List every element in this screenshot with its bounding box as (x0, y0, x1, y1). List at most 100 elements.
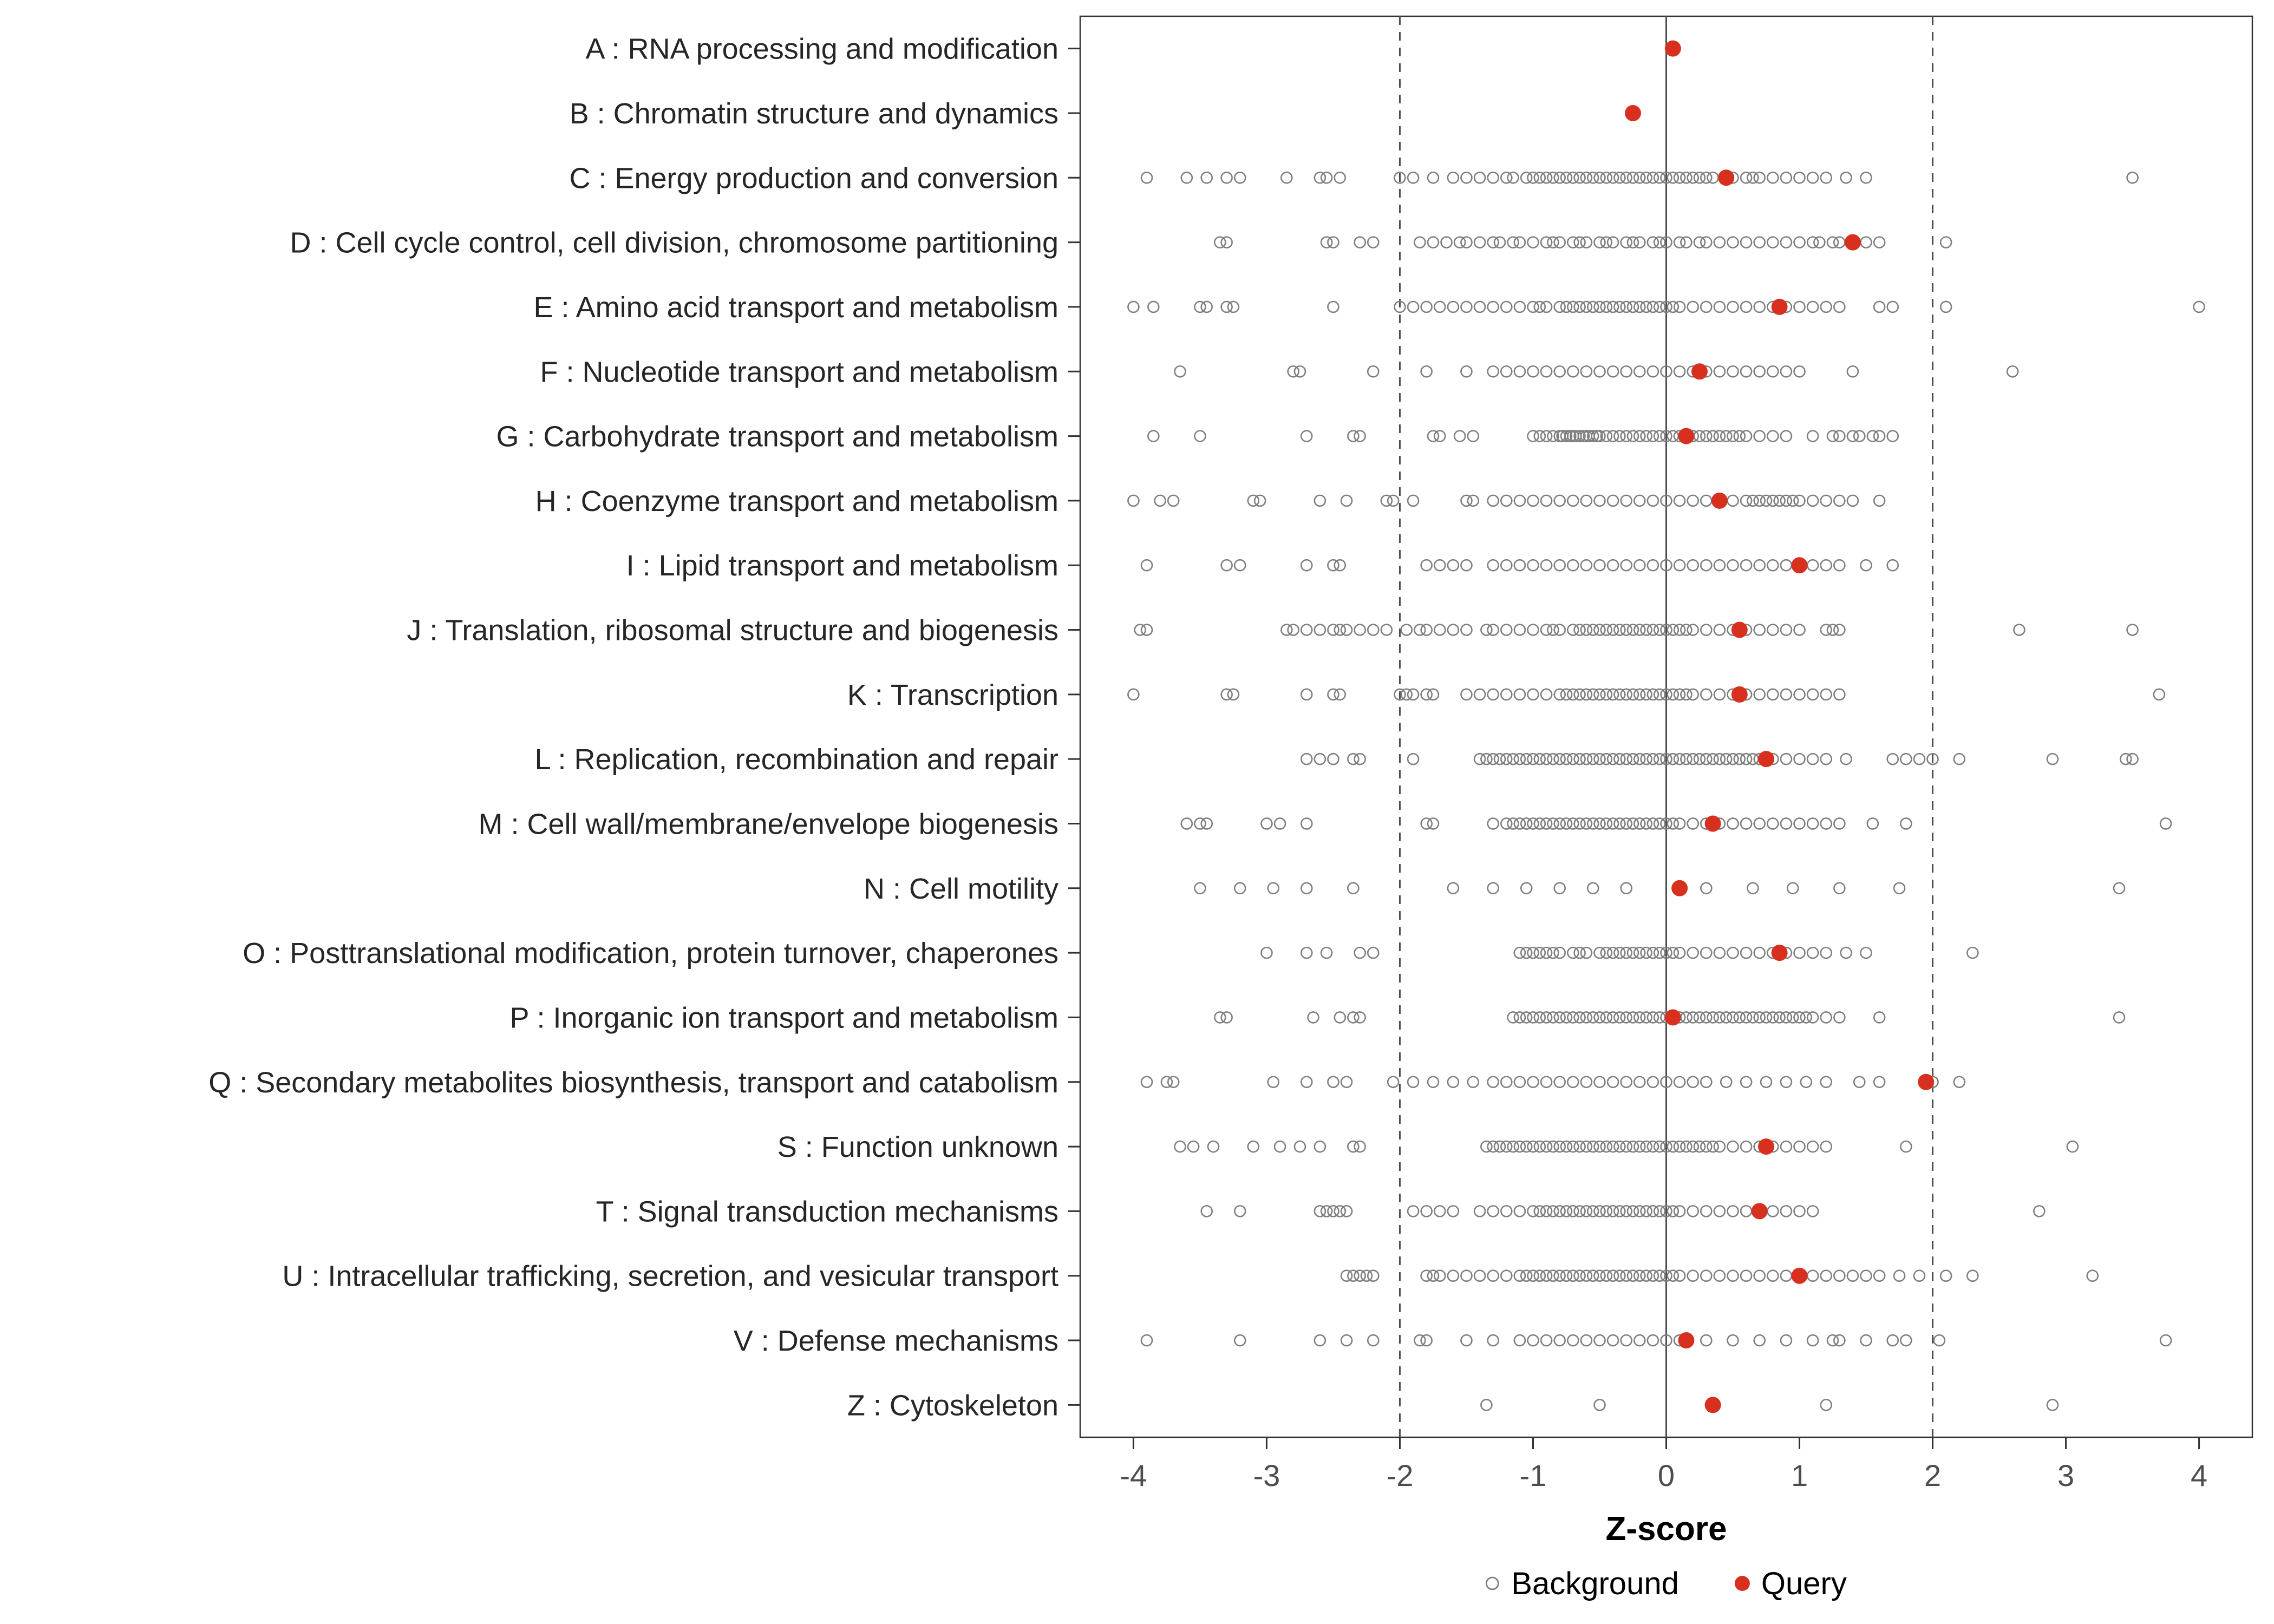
background-point (1620, 882, 1632, 895)
background-point (1660, 559, 1672, 572)
background-point (1606, 494, 1619, 507)
background-point (1593, 171, 1606, 184)
background-point (1487, 300, 1499, 313)
background-point (1580, 236, 1593, 248)
background-point (1560, 171, 1573, 184)
background-point (1540, 1269, 1553, 1282)
background-point (1826, 1334, 1839, 1347)
category-label: E : Amino acid transport and metabolism (534, 291, 1058, 324)
background-point (1533, 1140, 1546, 1153)
background-point (1387, 494, 1400, 507)
background-point (1520, 1011, 1533, 1024)
background-point (1873, 494, 1886, 507)
background-point (1860, 1269, 1872, 1282)
background-point (1713, 365, 1726, 378)
background-point (1660, 1334, 1672, 1347)
background-point (1280, 171, 1293, 184)
background-point (1560, 1205, 1573, 1217)
background-point (1613, 1140, 1626, 1153)
background-point (1300, 882, 1313, 895)
background-point (1207, 1140, 1220, 1153)
background-point (1194, 300, 1206, 313)
background-point (1127, 300, 1140, 313)
x-tick-label: 3 (2057, 1458, 2074, 1492)
background-point (1820, 1399, 1833, 1411)
background-point (1633, 559, 1646, 572)
query-point (1671, 880, 1688, 896)
background-point (1800, 1076, 1813, 1089)
background-point (1713, 1205, 1726, 1217)
background-point (1300, 624, 1313, 636)
background-point (1473, 752, 1486, 765)
background-point (2126, 624, 2139, 636)
background-point (1580, 817, 1593, 830)
background-point (1646, 1140, 1659, 1153)
background-point (1687, 1011, 1700, 1024)
background-point (1553, 882, 1566, 895)
background-point (1753, 494, 1766, 507)
background-point (1673, 752, 1686, 765)
background-point (1327, 1205, 1339, 1217)
background-point (2126, 171, 2139, 184)
background-point (1600, 946, 1613, 959)
background-point (1566, 300, 1579, 313)
background-point (1314, 1334, 1327, 1347)
background-point (1820, 1140, 1833, 1153)
background-point (1600, 430, 1613, 442)
category-label: J : Translation, ribosomal structure and… (407, 614, 1058, 647)
background-point (1653, 688, 1666, 701)
background-point (1806, 300, 1819, 313)
background-point (1673, 1140, 1686, 1153)
legend: Background Query (1485, 1566, 1847, 1601)
query-point (1758, 1138, 1775, 1155)
background-point (1527, 236, 1539, 248)
background-point (1520, 752, 1533, 765)
background-point (1966, 1269, 1979, 1282)
x-axis-title: Z-score (1606, 1510, 1727, 1548)
background-point (1820, 559, 1833, 572)
background-point (1673, 624, 1686, 636)
background-point (1460, 1334, 1473, 1347)
background-point (1566, 365, 1579, 378)
background-point (1300, 559, 1313, 572)
background-point (1414, 1334, 1426, 1347)
background-point (1740, 559, 1753, 572)
background-point (1640, 817, 1652, 830)
background-point (1653, 1140, 1666, 1153)
background-point (1793, 817, 1806, 830)
background-point (1660, 688, 1672, 701)
background-point (1420, 559, 1433, 572)
background-point (1586, 688, 1599, 701)
background-point (1533, 300, 1546, 313)
background-point (1653, 236, 1666, 248)
background-point (1154, 494, 1166, 507)
background-point (1640, 171, 1652, 184)
background-point (1820, 624, 1833, 636)
background-point (1606, 946, 1619, 959)
background-point (1407, 300, 1420, 313)
background-point (1560, 1140, 1573, 1153)
background-point (2193, 300, 2205, 313)
background-point (1460, 300, 1473, 313)
background-point (1593, 494, 1606, 507)
background-point (1233, 882, 1246, 895)
background-point (1467, 494, 1480, 507)
background-point (1527, 171, 1539, 184)
background-point (1407, 752, 1420, 765)
background-point (1260, 817, 1273, 830)
background-point (1420, 365, 1433, 378)
background-point (1646, 1205, 1659, 1217)
background-point (1600, 817, 1613, 830)
background-point (1606, 817, 1619, 830)
background-point (1220, 300, 1233, 313)
background-point (1780, 494, 1793, 507)
background-point (1220, 1011, 1233, 1024)
background-point (1700, 1076, 1713, 1089)
background-point (1606, 1205, 1619, 1217)
background-point (1460, 365, 1473, 378)
background-point (1580, 1205, 1593, 1217)
background-point (1653, 817, 1666, 830)
background-point (1194, 430, 1206, 442)
category-label: I : Lipid transport and metabolism (626, 549, 1058, 582)
background-point (1200, 817, 1213, 830)
